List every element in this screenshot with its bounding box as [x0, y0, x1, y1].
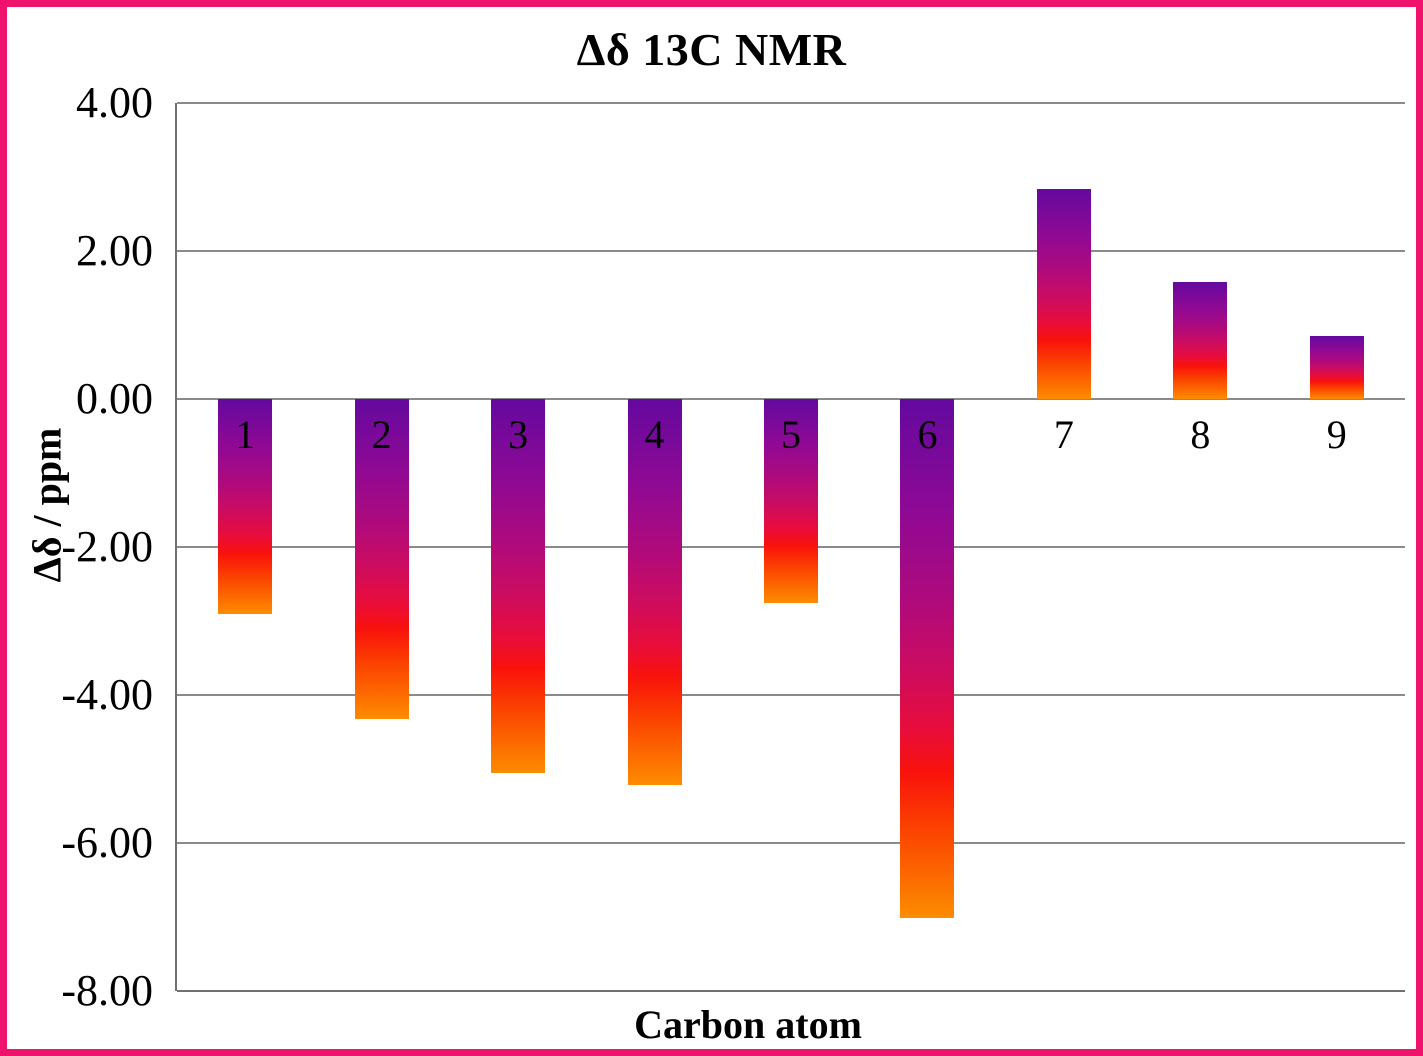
category-label-1: 1	[235, 412, 256, 457]
category-label-5: 5	[780, 412, 801, 457]
bar-2	[354, 399, 409, 720]
y-axis-line	[175, 103, 177, 991]
chart-title: Δδ 13C NMR	[576, 24, 847, 75]
gridline	[177, 842, 1405, 844]
bar-8	[1173, 282, 1228, 399]
y-tick-label: -8.00	[61, 966, 153, 1015]
category-label-9: 9	[1326, 412, 1347, 457]
category-label-6: 6	[917, 412, 938, 457]
gridline	[177, 398, 1405, 400]
bar-1	[218, 399, 273, 614]
gridline	[177, 102, 1405, 104]
x-axis-title: Carbon atom	[634, 1002, 862, 1047]
y-tick-label: 0.00	[76, 374, 153, 423]
bar-9	[1309, 336, 1364, 399]
y-tick-label: 2.00	[76, 226, 153, 275]
bar-4	[627, 399, 682, 785]
bar-5	[764, 399, 818, 604]
category-label-2: 2	[371, 412, 392, 457]
bar-6	[900, 399, 955, 918]
x-axis-line	[177, 990, 1405, 992]
gridline	[177, 694, 1405, 696]
y-tick-label: -4.00	[61, 670, 153, 719]
category-label-3: 3	[508, 412, 529, 457]
category-label-4: 4	[644, 412, 665, 457]
bar-7	[1036, 188, 1091, 399]
category-label-8: 8	[1190, 412, 1211, 457]
y-tick-label: -6.00	[61, 818, 153, 867]
gridline	[177, 250, 1405, 252]
bar-3	[491, 399, 546, 774]
y-tick-label: 4.00	[76, 78, 153, 127]
plot-area: 1 2 3 4 5 6 7 8 9	[175, 102, 1405, 992]
category-label-7: 7	[1053, 412, 1074, 457]
y-tick-label: -2.00	[61, 522, 153, 571]
